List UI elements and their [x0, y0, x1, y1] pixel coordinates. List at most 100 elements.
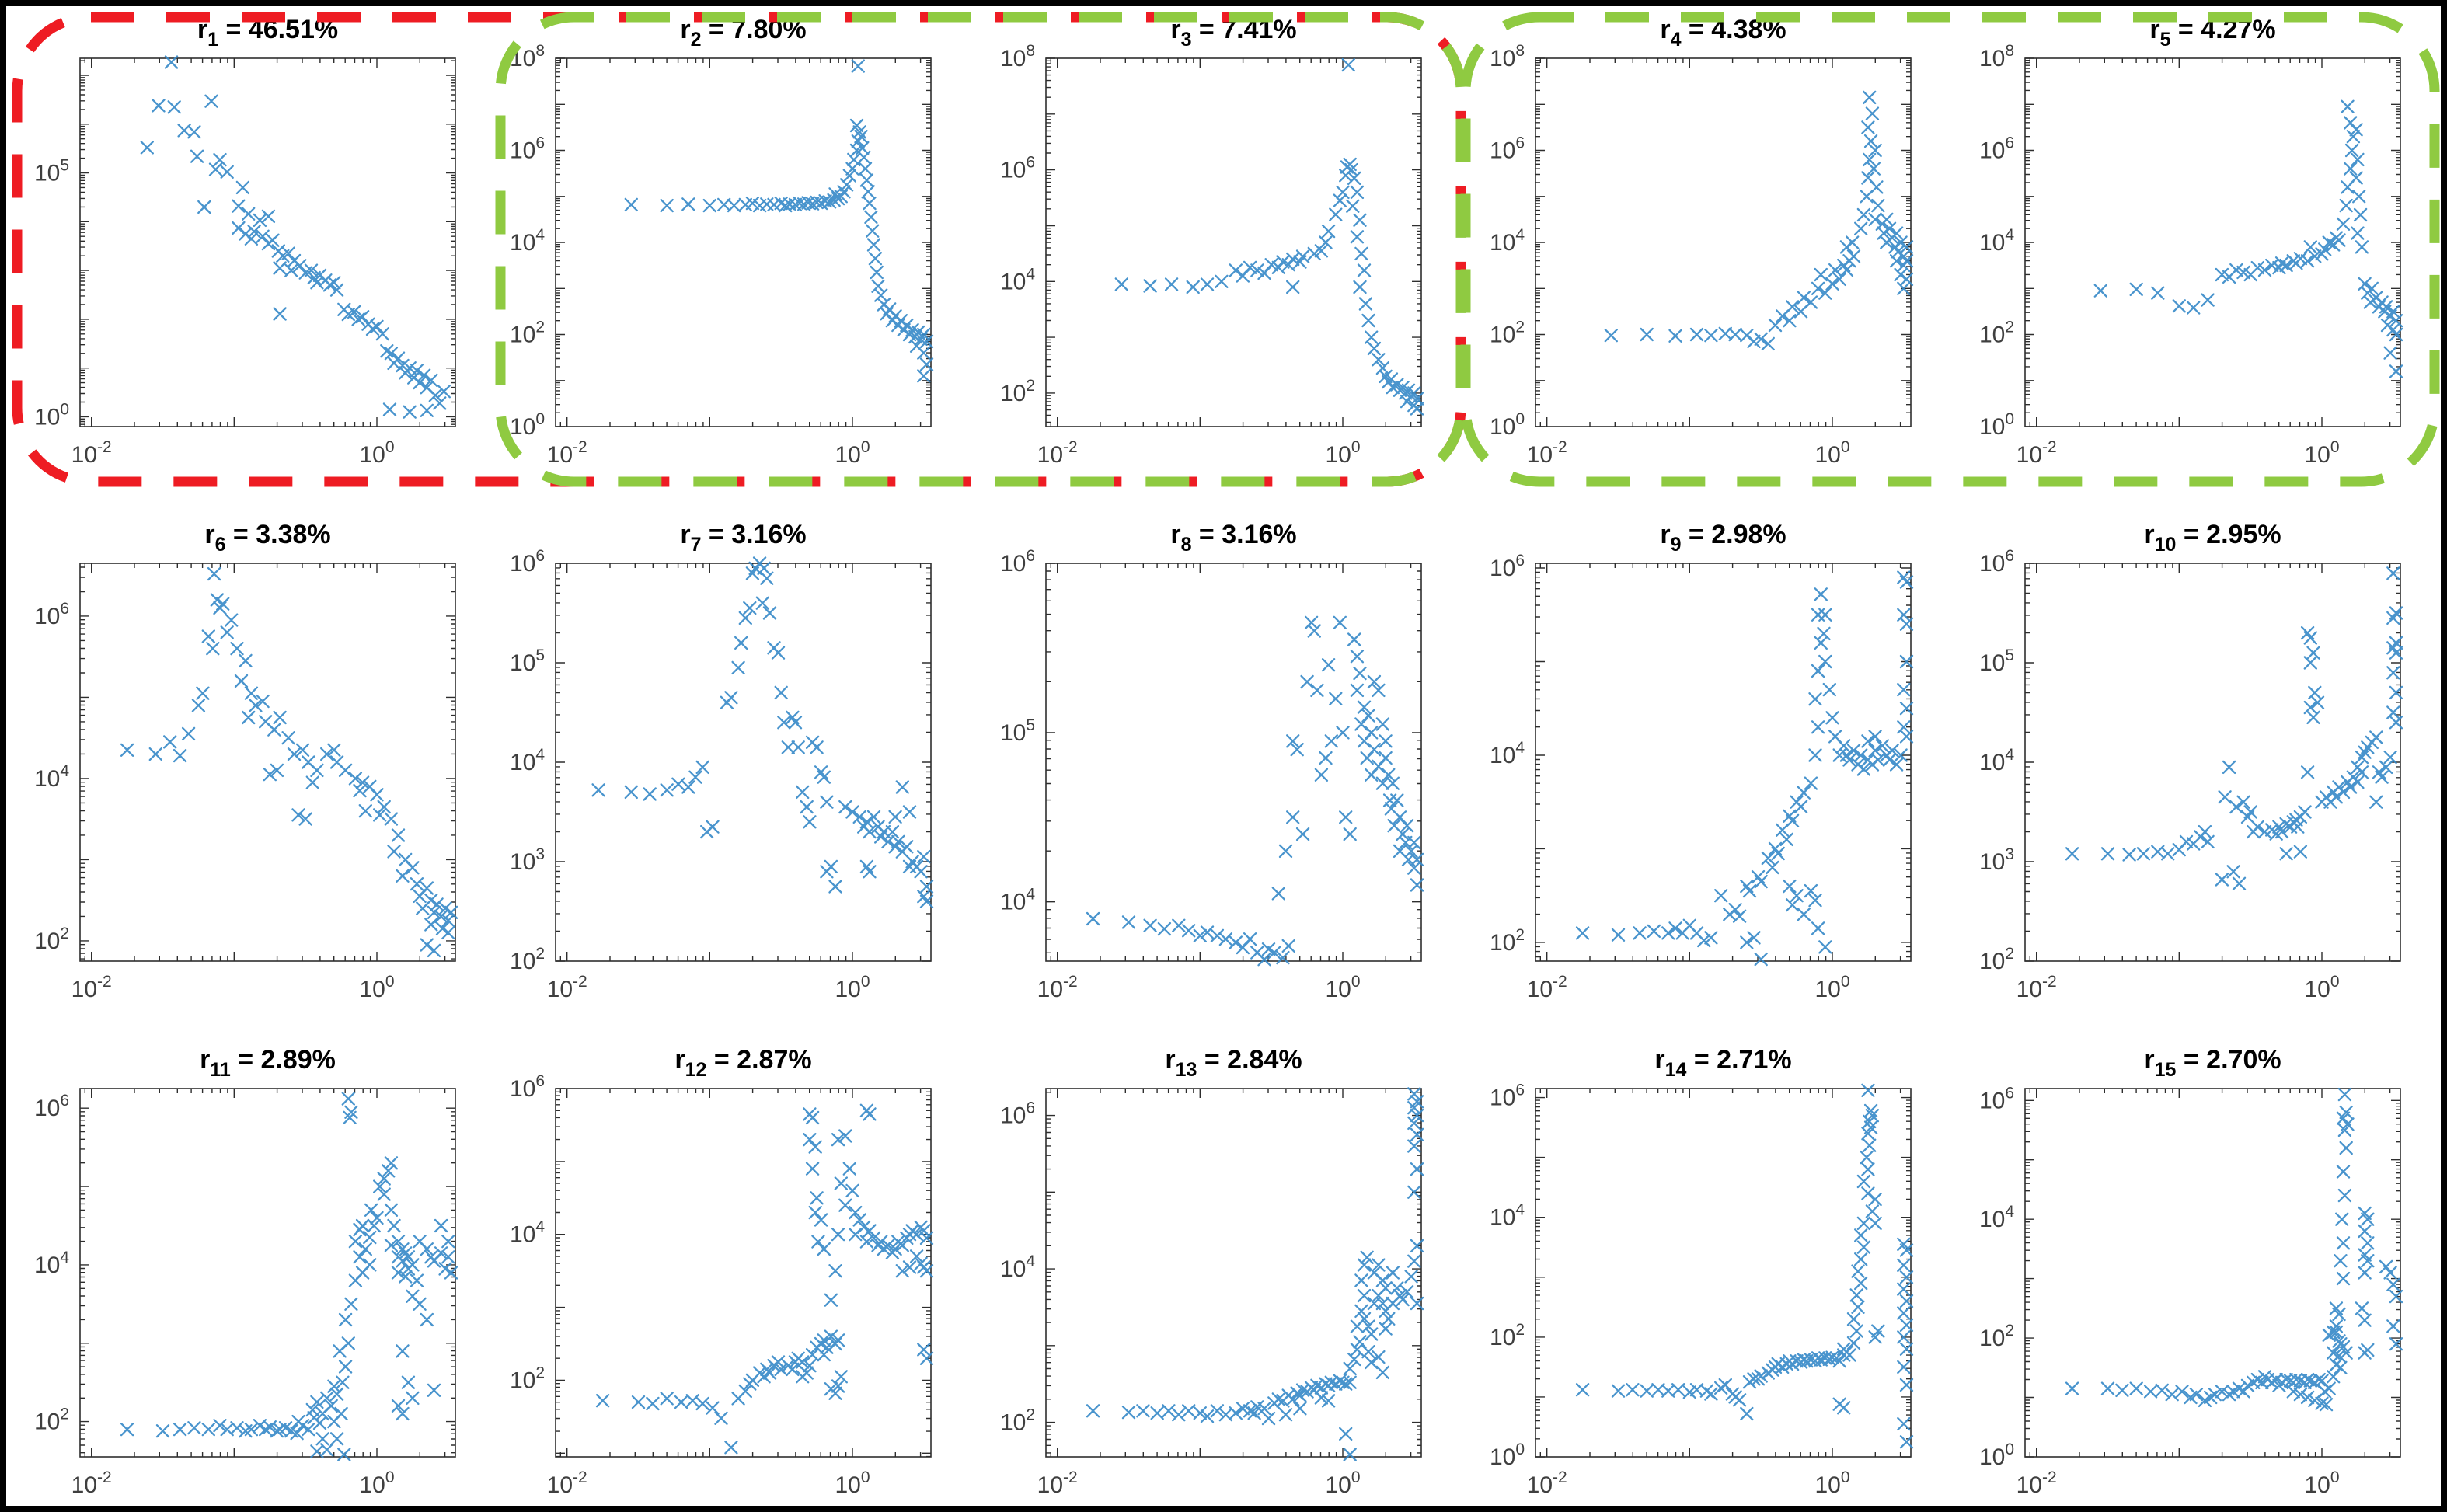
group-red-outline — [12, 12, 1466, 487]
y-tick-label: 100 — [1490, 1441, 1525, 1470]
x-tick-label: 10-2 — [2017, 438, 2057, 468]
y-tick-label: 104 — [1979, 746, 2014, 775]
tick-marks — [80, 1089, 455, 1457]
data-points-r1 — [140, 55, 451, 419]
x-tick-label: 100 — [835, 438, 870, 468]
axes-box — [1535, 1088, 1912, 1458]
x-tick-label: 100 — [2304, 1468, 2339, 1498]
y-tick-label: 102 — [1000, 377, 1035, 406]
x-tick-label: 10-2 — [1527, 973, 1567, 1002]
y-tick-label: 105 — [34, 157, 69, 186]
y-tick-label: 102 — [510, 945, 545, 974]
plot-title-r14: r14 = 2.71% — [1654, 1045, 1791, 1081]
x-tick-label: 10-2 — [1037, 973, 1078, 1002]
y-tick-label: 106 — [1490, 134, 1525, 164]
x-tick-label: 10-2 — [1037, 438, 1078, 468]
x-tick-label: 10-2 — [1527, 1468, 1567, 1498]
axes-box — [79, 563, 456, 962]
y-tick-label: 103 — [1979, 845, 2014, 875]
x-tick-label: 10-2 — [2017, 973, 2057, 1002]
axes-box — [1045, 563, 1422, 962]
x-tick-label: 100 — [1325, 438, 1360, 468]
y-tick-label: 104 — [1979, 1203, 2014, 1232]
x-tick-label: 100 — [2304, 438, 2339, 468]
plot-title-r11: r11 = 2.89% — [200, 1045, 336, 1081]
x-tick-label: 100 — [359, 438, 394, 468]
axes-box — [2024, 563, 2401, 962]
data-points-r6 — [120, 566, 458, 958]
tick-marks — [1535, 563, 1911, 961]
subplot-r7: r7 = 3.16% 102 103 104 105 106 10-2 100 — [510, 520, 934, 1002]
x-tick-label: 10-2 — [71, 973, 112, 1002]
subplot-r11: r11 = 2.89% 102 104 106 10-2 100 — [34, 1045, 458, 1498]
data-points-r4 — [1604, 90, 1914, 351]
y-tick-label: 106 — [510, 134, 545, 164]
data-points-r12 — [595, 1103, 934, 1455]
data-points-r10 — [2065, 566, 2403, 890]
x-tick-label: 100 — [1814, 1468, 1849, 1498]
tick-marks — [556, 1088, 931, 1458]
data-points-r2 — [624, 59, 934, 383]
x-tick-label: 100 — [2304, 973, 2339, 1002]
x-tick-label: 10-2 — [547, 1468, 587, 1498]
tick-marks — [556, 57, 931, 427]
y-tick-label: 100 — [34, 400, 69, 430]
y-tick-label: 106 — [1000, 547, 1035, 577]
y-tick-label: 104 — [510, 746, 545, 775]
x-tick-label: 10-2 — [2017, 1468, 2057, 1498]
y-tick-label: 106 — [34, 1092, 69, 1121]
y-tick-label: 102 — [1979, 319, 2014, 348]
data-points-r9 — [1575, 570, 1914, 967]
data-points-r5 — [2093, 99, 2403, 378]
x-tick-label: 100 — [359, 973, 394, 1002]
axes-box — [555, 563, 932, 962]
y-tick-label: 106 — [34, 600, 69, 629]
x-tick-label: 100 — [1325, 973, 1360, 1002]
y-tick-label: 104 — [1000, 265, 1035, 294]
y-tick-label: 105 — [510, 646, 545, 676]
y-tick-label: 102 — [1979, 1322, 2014, 1351]
y-tick-label: 108 — [1490, 42, 1525, 71]
y-tick-label: 106 — [1979, 547, 2014, 577]
x-tick-label: 10-2 — [547, 973, 587, 1002]
y-tick-label: 104 — [1000, 1252, 1035, 1282]
axes-box — [2024, 57, 2401, 427]
axes-box — [1045, 57, 1422, 427]
y-tick-label: 102 — [1490, 1321, 1525, 1350]
y-tick-label: 106 — [510, 547, 545, 577]
y-tick-label: 100 — [1490, 410, 1525, 440]
y-tick-label: 104 — [34, 762, 69, 792]
axes-box — [2024, 1088, 2401, 1458]
data-points-r14 — [1575, 1083, 1914, 1449]
tick-marks — [1535, 1089, 1911, 1458]
y-tick-label: 100 — [510, 410, 545, 440]
axes-box — [1535, 563, 1912, 962]
y-tick-label: 106 — [1000, 1099, 1035, 1129]
y-tick-label: 108 — [510, 42, 545, 71]
x-tick-label: 100 — [359, 1468, 394, 1498]
y-tick-label: 100 — [1979, 410, 2014, 440]
y-tick-label: 104 — [1979, 226, 2014, 256]
tick-marks — [1046, 563, 1421, 961]
y-tick-label: 108 — [1979, 42, 2014, 71]
data-points-r13 — [1086, 1087, 1424, 1461]
y-tick-label: 102 — [1979, 945, 2014, 974]
y-tick-label: 104 — [1000, 886, 1035, 915]
y-tick-label: 106 — [1000, 154, 1035, 183]
y-tick-label: 104 — [1490, 1201, 1525, 1231]
y-tick-label: 106 — [1490, 552, 1525, 581]
tick-marks — [1535, 57, 1911, 427]
data-points-r3 — [1114, 57, 1424, 416]
y-tick-label: 104 — [34, 1249, 69, 1278]
y-tick-label: 104 — [1490, 739, 1525, 768]
y-tick-label: 104 — [1490, 226, 1525, 256]
plot-title-r15: r15 = 2.70% — [2144, 1045, 2281, 1081]
x-tick-label: 100 — [835, 973, 870, 1002]
plot-title-r9: r9 = 2.98% — [1660, 520, 1786, 556]
